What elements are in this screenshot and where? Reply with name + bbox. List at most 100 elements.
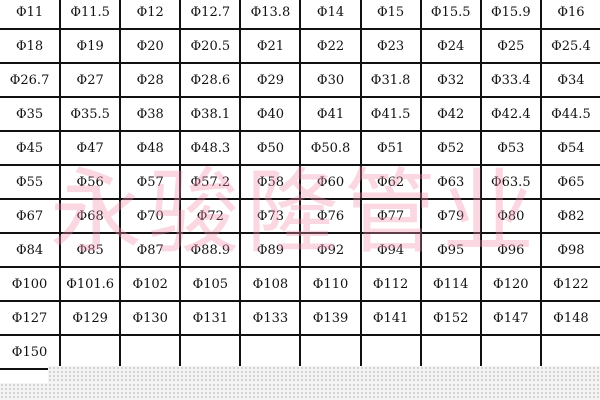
table-cell: Φ112 <box>359 266 422 302</box>
table-cell: Φ13.8 <box>239 0 302 30</box>
table-cell: Φ67 <box>0 198 62 234</box>
table-cell: Φ35 <box>0 96 62 132</box>
table-cell: Φ28 <box>119 62 182 98</box>
table-cell: Φ40 <box>239 96 302 132</box>
table-cell: Φ127 <box>0 300 62 336</box>
table-cell: Φ41 <box>299 96 362 132</box>
table-cell: Φ42.4 <box>479 96 542 132</box>
table-cell: Φ77 <box>359 198 422 234</box>
table-cell <box>479 334 542 370</box>
table-cell: Φ15.5 <box>419 0 482 30</box>
table-cell: Φ32 <box>419 62 482 98</box>
table-cell: Φ141 <box>359 300 422 336</box>
table-cell: Φ139 <box>299 300 362 336</box>
table-cell: Φ24 <box>419 28 482 64</box>
table-cell: Φ48.3 <box>179 130 242 166</box>
table-cell: Φ19 <box>59 28 122 64</box>
table-row: Φ84 Φ85 Φ87 Φ88.9 Φ89 Φ92 Φ94 Φ95 Φ96 Φ98 <box>0 232 600 268</box>
table-row: Φ11 Φ11.5 Φ12 Φ12.7 Φ13.8 Φ14 Φ15 Φ15.5 Φ15.9 Φ16 <box>0 0 600 30</box>
table-cell: Φ130 <box>119 300 182 336</box>
table-cell: Φ42 <box>419 96 482 132</box>
table-cell: Φ44.5 <box>539 96 600 132</box>
table-cell: Φ22 <box>299 28 362 64</box>
table-cell: Φ23 <box>359 28 422 64</box>
table-cell <box>239 334 302 370</box>
table-cell: Φ87 <box>119 232 182 268</box>
table-cell: Φ27 <box>59 62 122 98</box>
table-cell: Φ50.8 <box>299 130 362 166</box>
table-cell: Φ45 <box>0 130 62 166</box>
table-cell: Φ52 <box>419 130 482 166</box>
table-cell: Φ28.6 <box>179 62 242 98</box>
table-cell: Φ25.4 <box>539 28 600 64</box>
table-cell: Φ70 <box>119 198 182 234</box>
table-cell: Φ105 <box>179 266 242 302</box>
table-cell: Φ80 <box>479 198 542 234</box>
table-cell: Φ129 <box>59 300 122 336</box>
table-cell <box>359 334 422 370</box>
table-cell: Φ15 <box>359 0 422 30</box>
table-cell: Φ122 <box>539 266 600 302</box>
table-cell: Φ68 <box>59 198 122 234</box>
table-cell: Φ63 <box>419 164 482 200</box>
table-cell: Φ35.5 <box>59 96 122 132</box>
table-cell: Φ95 <box>419 232 482 268</box>
table-cell: Φ84 <box>0 232 62 268</box>
table-cell: Φ98 <box>539 232 600 268</box>
table-cell: Φ131 <box>179 300 242 336</box>
table-cell: Φ63.5 <box>479 164 542 200</box>
table-cell <box>119 334 182 370</box>
table-row: Φ100 Φ101.6 Φ102 Φ105 Φ108 Φ110 Φ112 Φ114 Φ120 Φ1… <box>0 266 600 302</box>
table-cell: Φ58 <box>239 164 302 200</box>
table-cell: Φ94 <box>359 232 422 268</box>
table-cell: Φ25 <box>479 28 542 64</box>
table-cell: Φ79 <box>419 198 482 234</box>
table-cell: Φ53 <box>479 130 542 166</box>
table-cell: Φ54 <box>539 130 600 166</box>
table-cell: Φ120 <box>479 266 542 302</box>
table-cell <box>539 334 600 370</box>
table-cell <box>59 334 122 370</box>
table-cell: Φ100 <box>0 266 62 302</box>
table-cell: Φ21 <box>239 28 302 64</box>
table-cell: Φ20.5 <box>179 28 242 64</box>
table-cell: Φ82 <box>539 198 600 234</box>
table-row: Φ18 Φ19 Φ20 Φ20.5 Φ21 Φ22 Φ23 Φ24 Φ25 Φ25.4 <box>0 28 600 64</box>
table-cell: Φ26.7 <box>0 62 62 98</box>
table-cell <box>419 334 482 370</box>
table-cell: Φ29 <box>239 62 302 98</box>
table-cell: Φ72 <box>179 198 242 234</box>
table-cell: Φ150 <box>0 334 62 370</box>
table-cell: Φ41.5 <box>359 96 422 132</box>
table-cell: Φ73 <box>239 198 302 234</box>
table-cell: Φ33.4 <box>479 62 542 98</box>
table-row: Φ35 Φ35.5 Φ38 Φ38.1 Φ40 Φ41 Φ41.5 Φ42 Φ42.4 Φ44.5 <box>0 96 600 132</box>
table-cell: Φ152 <box>419 300 482 336</box>
table-cell: Φ102 <box>119 266 182 302</box>
table-cell: Φ30 <box>299 62 362 98</box>
table-row: Φ26.7 Φ27 Φ28 Φ28.6 Φ29 Φ30 Φ31.8 Φ32 Φ33.4 Φ34 <box>0 62 600 98</box>
table-cell: Φ65 <box>539 164 600 200</box>
table-cell: Φ133 <box>239 300 302 336</box>
table-cell: Φ50 <box>239 130 302 166</box>
table-cell: Φ12.7 <box>179 0 242 30</box>
table-row: Φ67 Φ68 Φ70 Φ72 Φ73 Φ76 Φ77 Φ79 Φ80 Φ82 <box>0 198 600 234</box>
table-cell: Φ89 <box>239 232 302 268</box>
table-cell: Φ38.1 <box>179 96 242 132</box>
table-cell: Φ76 <box>299 198 362 234</box>
table-cell: Φ88.9 <box>179 232 242 268</box>
table-cell: Φ114 <box>419 266 482 302</box>
table-cell: Φ14 <box>299 0 362 30</box>
table-cell <box>179 334 242 370</box>
table-cell: Φ31.8 <box>359 62 422 98</box>
table-cell: Φ55 <box>0 164 62 200</box>
table-cell: Φ12 <box>119 0 182 30</box>
table-cell: Φ96 <box>479 232 542 268</box>
table-cell: Φ62 <box>359 164 422 200</box>
table-cell: Φ18 <box>0 28 62 64</box>
table-cell: Φ56 <box>59 164 122 200</box>
table-cell: Φ85 <box>59 232 122 268</box>
table-cell: Φ15.9 <box>479 0 542 30</box>
table-row: Φ127 Φ129 Φ130 Φ131 Φ133 Φ139 Φ141 Φ152 Φ147 Φ148 <box>0 300 600 336</box>
table-cell: Φ108 <box>239 266 302 302</box>
